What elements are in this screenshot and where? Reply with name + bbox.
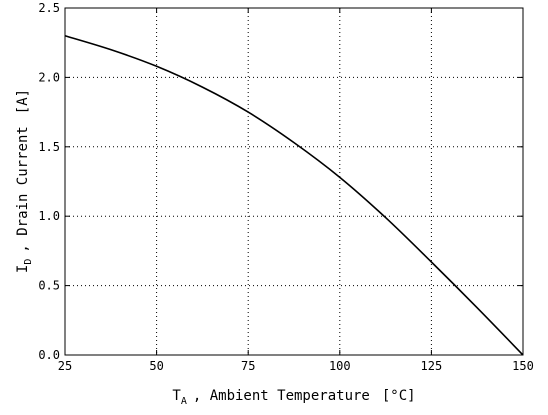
series-layer xyxy=(64,34,524,356)
x-tick-label: 100 xyxy=(329,359,351,373)
x-tick-label: 125 xyxy=(421,359,443,373)
y-tick-label: 1.0 xyxy=(38,209,60,223)
x-axis-unit: [°C] xyxy=(382,388,416,404)
y-tick-label: 1.5 xyxy=(38,140,60,154)
grid-layer xyxy=(65,8,523,355)
y-axis-subscript: D xyxy=(23,259,34,265)
y-axis-text: , Drain Current xyxy=(15,126,31,252)
y-tick-label: 0.0 xyxy=(38,348,60,362)
series-line xyxy=(64,34,524,356)
x-axis-title: TA , Ambient Temperature [°C] xyxy=(172,388,415,407)
x-tick-label: 25 xyxy=(58,359,72,373)
x-tick-label: 150 xyxy=(512,359,534,373)
y-axis-title: ID , Drain Current [A] xyxy=(15,89,34,273)
y-tick-label: 2.5 xyxy=(38,1,60,15)
plot-background xyxy=(65,8,523,355)
x-axis-subscript: A xyxy=(181,396,187,407)
y-tick-label: 0.5 xyxy=(38,279,60,293)
tick-layer: 25 50 75 100 125 150 0.0 0.5 1.0 1.5 2.0 2.5 xyxy=(38,1,534,373)
y-tick-label: 2.0 xyxy=(38,70,60,84)
y-axis-symbol: I xyxy=(15,265,31,273)
x-tick-label: 75 xyxy=(241,359,255,373)
x-axis-text: , Ambient Temperature xyxy=(193,388,370,404)
x-axis-symbol: T xyxy=(172,388,181,404)
plot-frame xyxy=(64,7,524,356)
y-axis-unit: [A] xyxy=(15,89,31,114)
x-tick-label: 50 xyxy=(149,359,163,373)
